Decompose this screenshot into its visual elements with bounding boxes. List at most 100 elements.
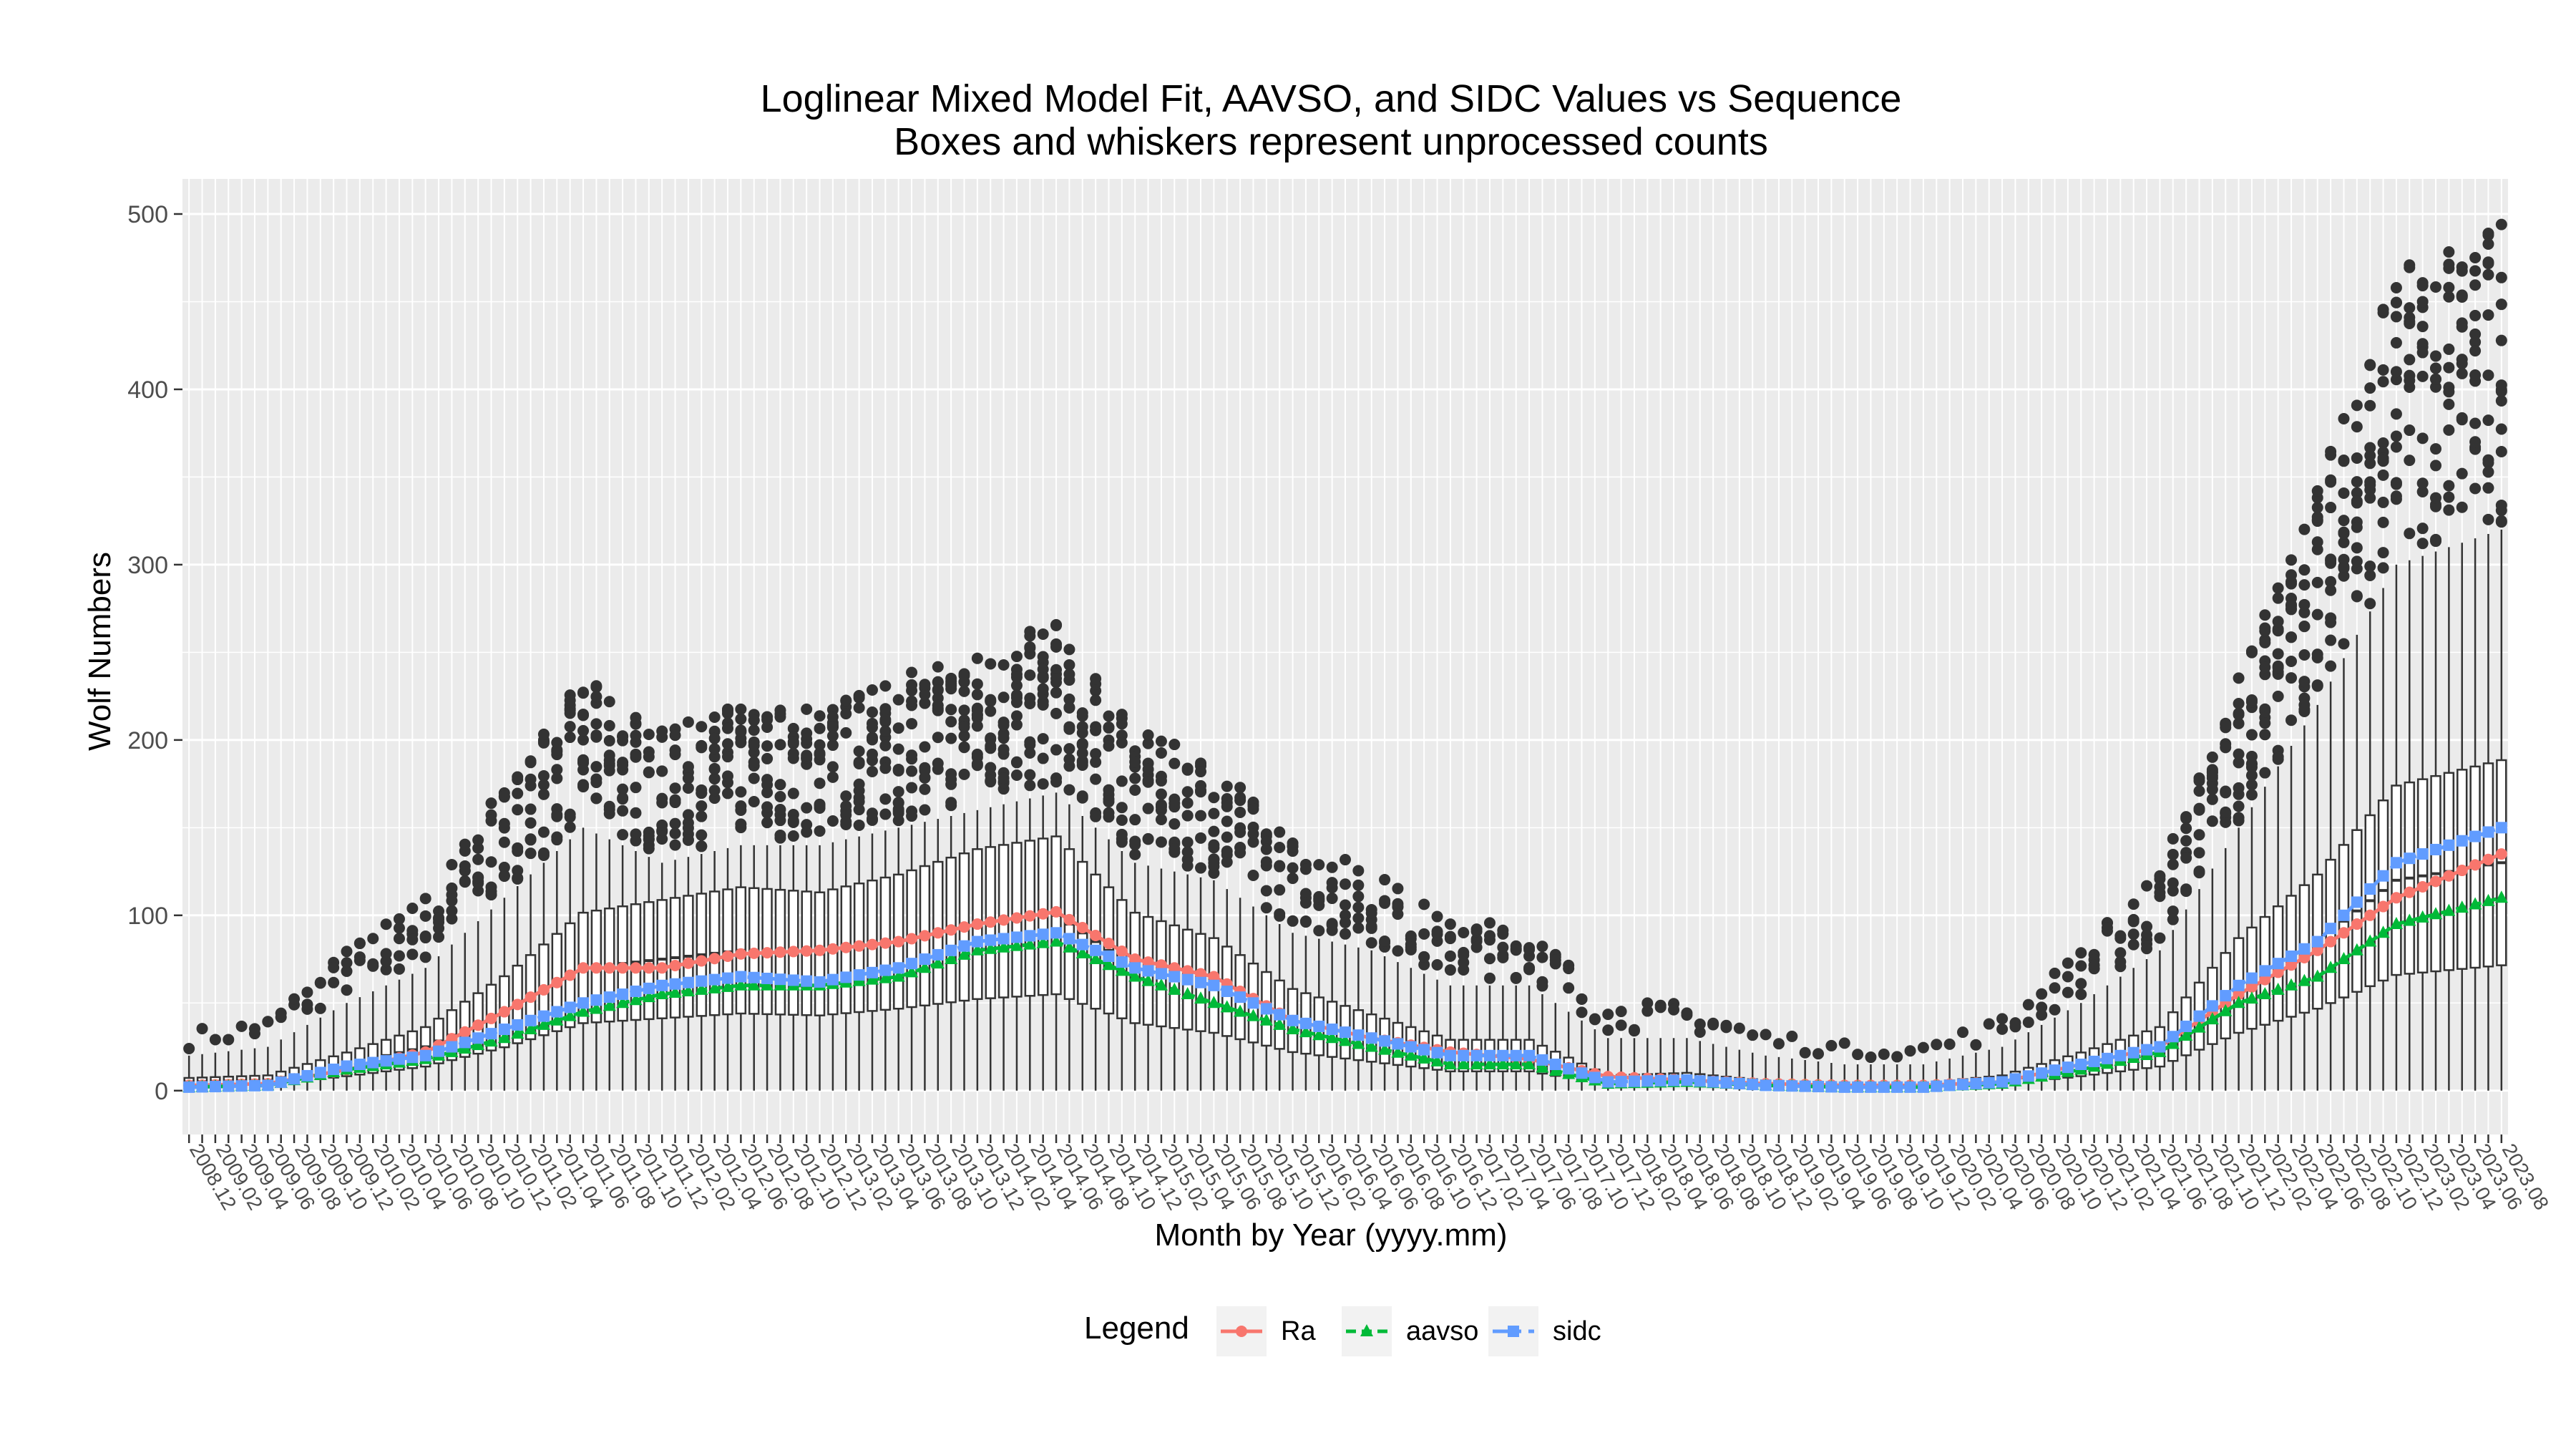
box-outlier <box>971 652 983 664</box>
box-outlier <box>761 752 774 764</box>
point-sidc <box>1772 1079 1785 1092</box>
box-outlier <box>1221 856 1233 868</box>
point-Ra <box>1103 938 1115 949</box>
box-outlier <box>446 882 458 894</box>
box-outlier <box>669 794 681 806</box>
box-outlier <box>2469 436 2482 448</box>
box-outlier <box>2298 676 2311 688</box>
box-outlier <box>748 756 760 768</box>
box-outlier <box>748 795 760 807</box>
point-Ra <box>1142 956 1154 968</box>
box-outlier <box>1576 993 1588 1005</box>
box-outlier <box>958 704 970 716</box>
box-outlier <box>2377 455 2389 467</box>
box-outlier <box>1181 786 1194 798</box>
point-aavso <box>2285 978 2298 991</box>
point-aavso <box>616 996 630 1009</box>
y-tick-label: 400 <box>127 376 168 404</box>
box-outlier <box>2259 729 2271 741</box>
box-outlier <box>958 742 970 754</box>
point-sidc <box>1996 1076 2009 1088</box>
box-2023.02 <box>2416 277 2429 1091</box>
box-outlier <box>2311 511 2323 523</box>
box-outlier <box>1379 895 1391 907</box>
box-outlier <box>2259 636 2271 648</box>
box-outlier <box>2351 487 2363 499</box>
point-sidc <box>1747 1079 1759 1091</box>
box-outlier <box>419 932 431 944</box>
box-outlier <box>1195 810 1207 822</box>
box-outlier <box>2338 455 2350 467</box>
box-outlier <box>2259 717 2271 729</box>
box-outlier <box>722 705 734 717</box>
point-sidc <box>1287 1014 1299 1026</box>
legend: Legend Ra aavso sidc <box>1084 1306 1601 1356</box>
point-sidc <box>314 1066 326 1079</box>
box-outlier <box>2245 789 2258 801</box>
point-aavso <box>1246 1009 1260 1021</box>
point-Ra <box>2259 973 2271 986</box>
point-sidc <box>814 976 826 988</box>
point-aavso <box>1339 1034 1352 1046</box>
box-outlier <box>2495 505 2507 517</box>
box-outlier <box>958 685 970 697</box>
box-outlier <box>2482 238 2494 250</box>
box-outlier <box>1483 972 1496 984</box>
box-outlier <box>2456 354 2468 366</box>
box-outlier <box>2404 302 2416 314</box>
box-outlier <box>2088 959 2100 971</box>
box-outlier <box>472 842 484 854</box>
box-2016.01 <box>1299 858 1312 1091</box>
point-sidc <box>2088 1055 2100 1067</box>
box-outlier <box>1760 1029 1772 1041</box>
box-outlier <box>2416 280 2429 292</box>
box-outlier <box>2443 281 2455 293</box>
box-outlier <box>2416 477 2429 490</box>
box-outlier <box>1076 747 1088 759</box>
box-outlier <box>1707 1017 1719 1029</box>
box-outlier <box>1024 747 1036 759</box>
box-outlier <box>906 782 918 794</box>
box-outlier <box>669 827 681 840</box>
box-outlier <box>682 772 694 784</box>
box-outlier <box>906 666 918 679</box>
point-Ra <box>2482 853 2494 865</box>
box-outlier <box>2272 690 2284 702</box>
box-outlier <box>2180 822 2192 835</box>
box-outlier <box>708 784 721 797</box>
box-outlier <box>2141 929 2153 941</box>
box-outlier <box>2416 321 2429 333</box>
point-aavso <box>2311 969 2324 982</box>
point-sidc <box>1733 1077 1745 1089</box>
box-outlier <box>892 694 904 706</box>
point-sidc <box>708 973 721 986</box>
point-Ra <box>1181 965 1194 977</box>
box-outlier <box>958 668 970 680</box>
point-Ra <box>853 940 865 952</box>
box-outlier <box>708 773 721 785</box>
box-outlier <box>2443 361 2455 374</box>
point-sidc <box>1063 933 1075 945</box>
box-outlier <box>801 703 813 715</box>
point-sidc <box>1352 1029 1365 1041</box>
box-outlier <box>551 744 563 756</box>
box-outlier <box>288 993 301 1005</box>
box-outlier <box>814 800 826 812</box>
point-aavso <box>1378 1042 1392 1055</box>
point-sidc <box>1786 1080 1798 1092</box>
point-sidc <box>801 975 813 987</box>
box-outlier <box>696 800 708 812</box>
box-outlier <box>2416 523 2429 535</box>
box-outlier <box>1418 951 1430 963</box>
box-outlier <box>879 725 892 737</box>
box-outlier <box>1063 753 1075 765</box>
box-outlier <box>906 679 918 691</box>
point-sidc <box>853 969 865 981</box>
box-outlier <box>682 809 694 821</box>
point-sidc <box>1681 1074 1693 1087</box>
box-outlier <box>2364 560 2376 573</box>
point-sidc <box>2377 870 2389 882</box>
box-outlier <box>2193 774 2205 787</box>
box-outlier <box>525 847 537 860</box>
box-outlier <box>2285 714 2298 726</box>
